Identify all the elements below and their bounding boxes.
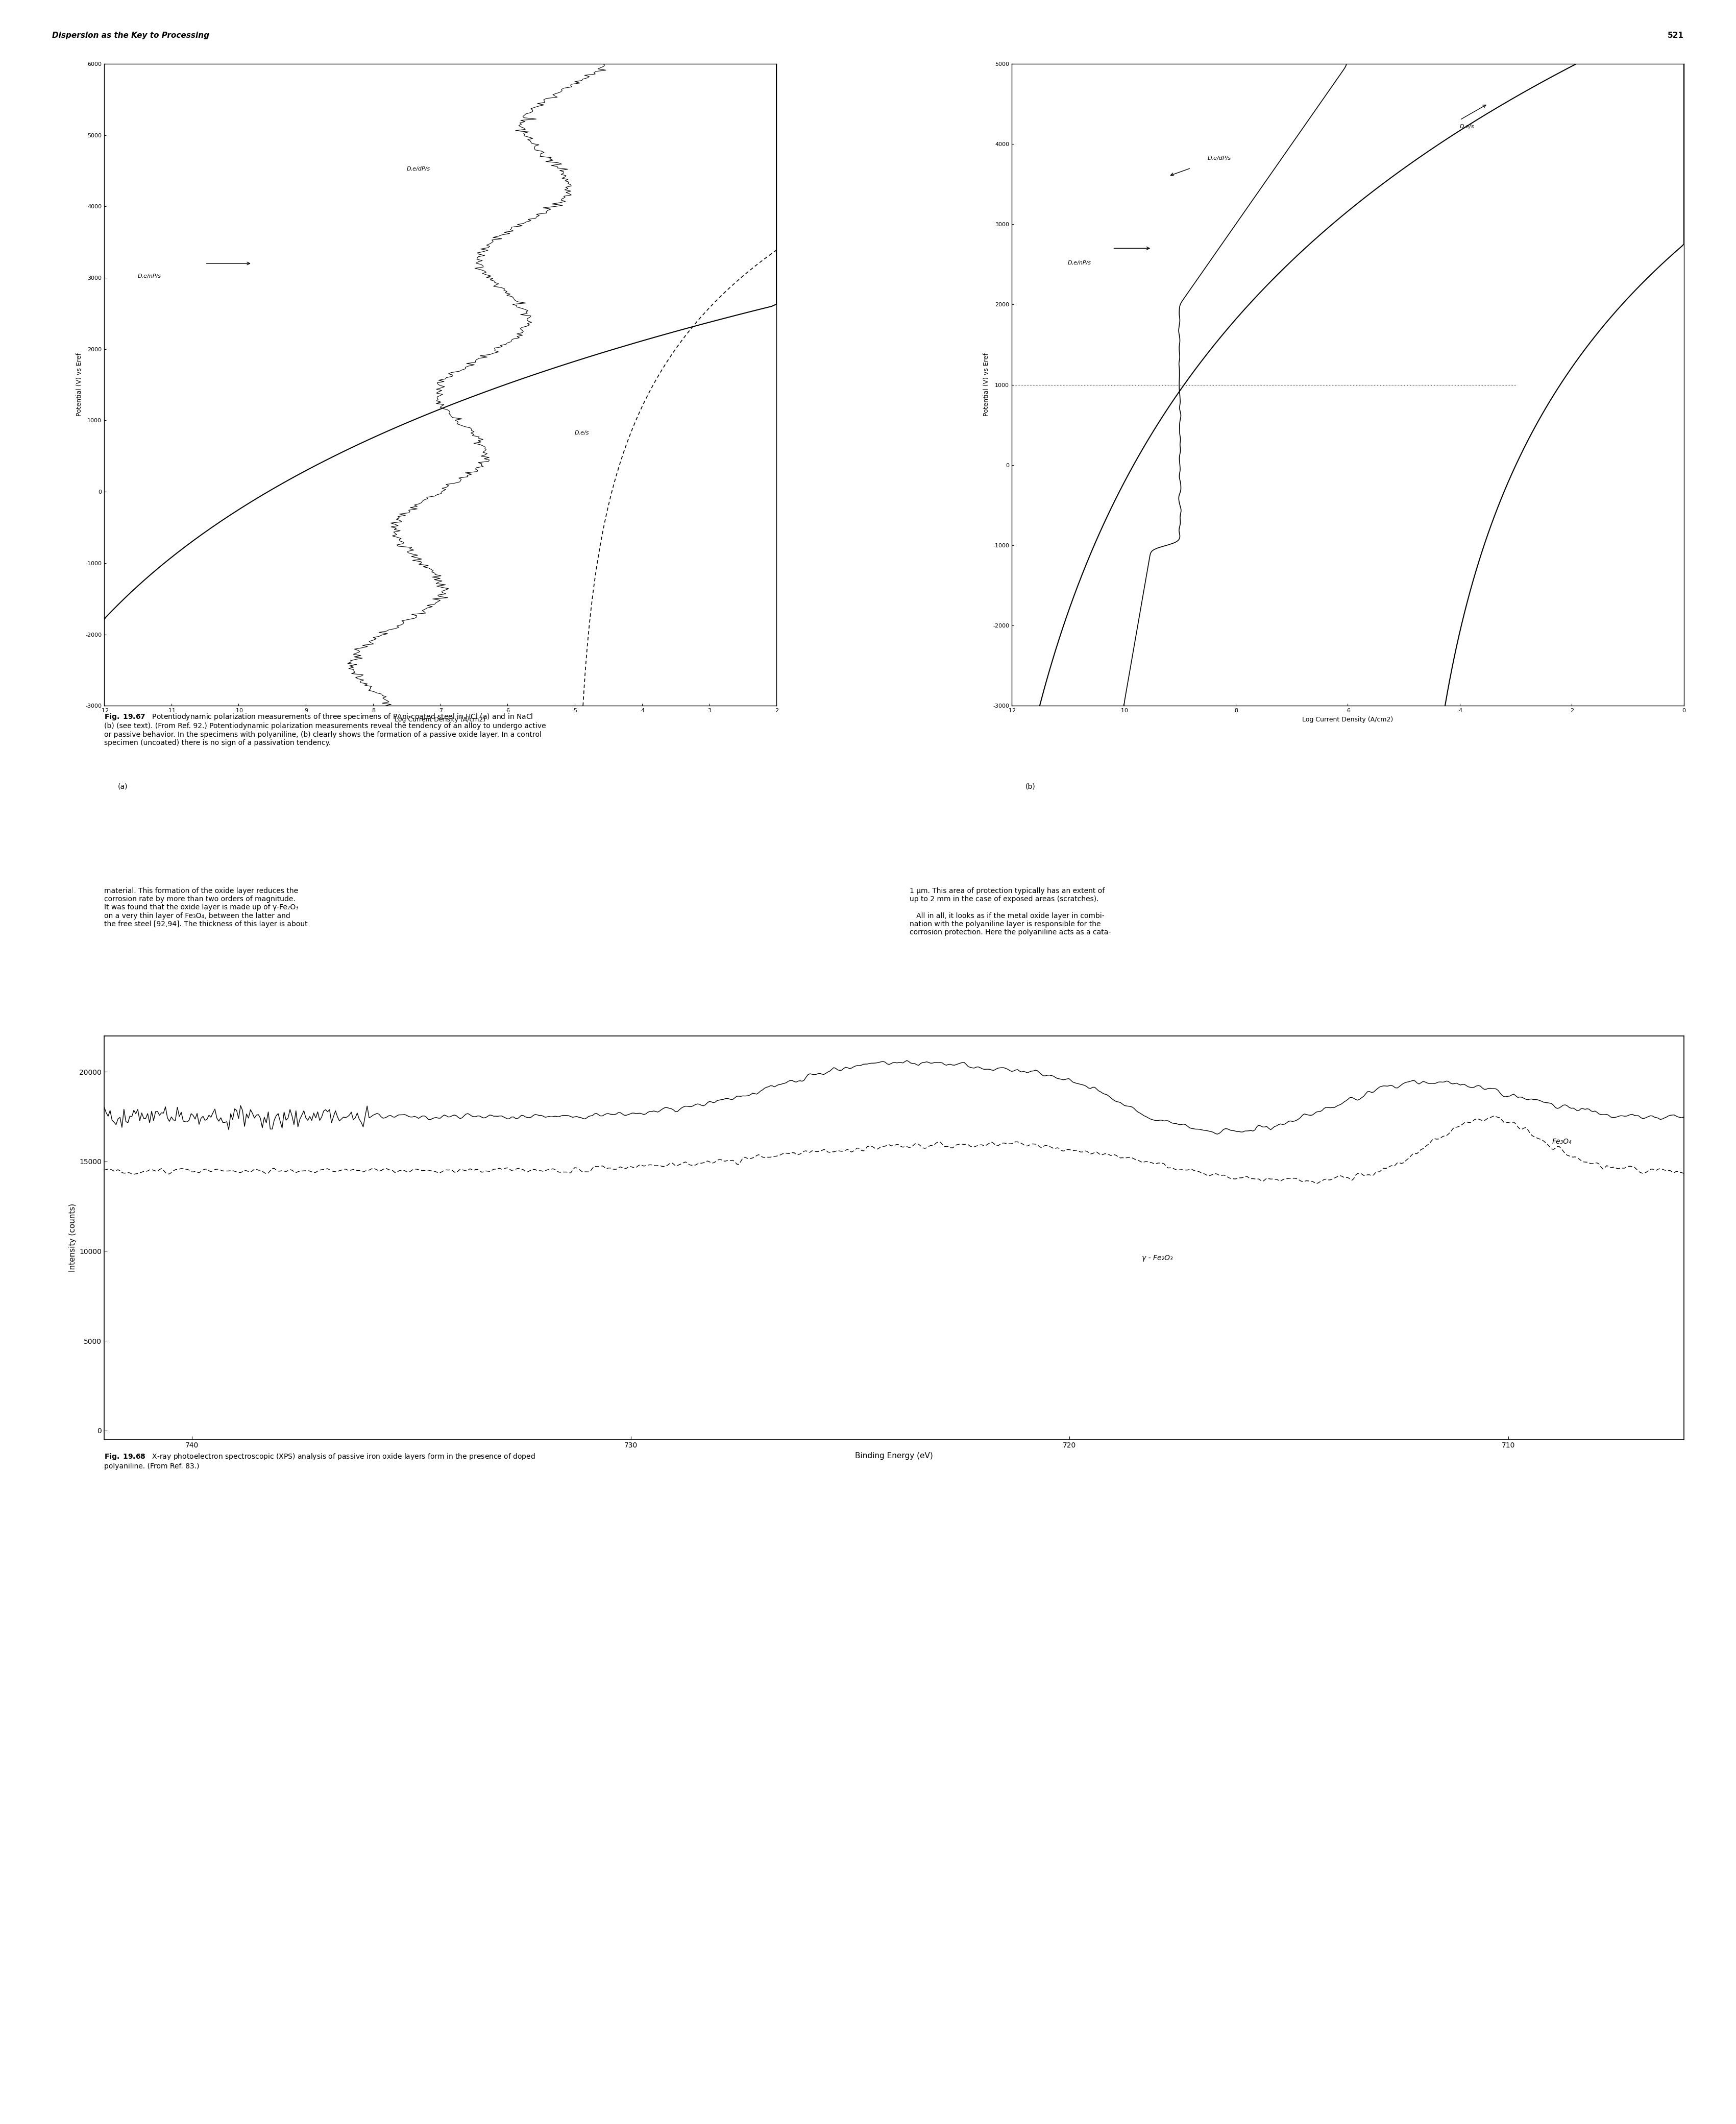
Text: $\bf{Fig.\ 19.68}$   X-ray photoelectron spectroscopic (XPS) analysis of passive: $\bf{Fig.\ 19.68}$ X-ray photoelectron s… <box>104 1453 535 1470</box>
Text: 1 μm. This area of protection typically has an extent of
up to 2 mm in the case : 1 μm. This area of protection typically … <box>910 888 1111 937</box>
Text: D,e/s: D,e/s <box>1460 123 1474 130</box>
Text: $\bf{Fig.\ 19.67}$   Potentiodynamic polarization measurements of three specimen: $\bf{Fig.\ 19.67}$ Potentiodynamic polar… <box>104 712 547 746</box>
Text: (a): (a) <box>118 784 127 790</box>
Text: D,e/dP/s: D,e/dP/s <box>406 166 431 172</box>
Y-axis label: Intensity (counts): Intensity (counts) <box>69 1204 76 1272</box>
Text: Dispersion as the Key to Processing: Dispersion as the Key to Processing <box>52 32 210 40</box>
Text: 521: 521 <box>1668 32 1684 40</box>
Text: material. This formation of the oxide layer reduces the
corrosion rate by more t: material. This formation of the oxide la… <box>104 888 307 928</box>
X-axis label: Log Current Density (A/cm2): Log Current Density (A/cm2) <box>1302 716 1394 722</box>
Text: D,e/nP/s: D,e/nP/s <box>137 274 161 278</box>
Y-axis label: Potential (V) vs Eref: Potential (V) vs Eref <box>76 353 82 416</box>
Text: γ - Fe₂O₃: γ - Fe₂O₃ <box>1142 1255 1174 1262</box>
X-axis label: Binding Energy (eV): Binding Energy (eV) <box>856 1453 932 1459</box>
Text: D,e/nP/s: D,e/nP/s <box>1068 261 1092 266</box>
Text: D,e/dP/s: D,e/dP/s <box>1208 155 1231 161</box>
Y-axis label: Potential (V) vs Eref: Potential (V) vs Eref <box>983 353 990 416</box>
Text: D,e/s: D,e/s <box>575 431 589 435</box>
Text: Fe₃O₄: Fe₃O₄ <box>1552 1138 1573 1145</box>
X-axis label: Log Current Density (A/cm2): Log Current Density (A/cm2) <box>394 716 486 722</box>
Text: (b): (b) <box>1026 784 1035 790</box>
